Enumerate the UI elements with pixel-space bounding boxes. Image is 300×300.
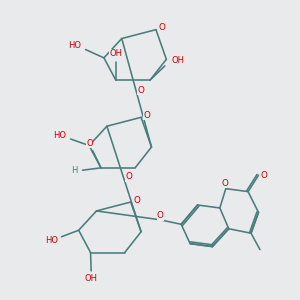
Text: O: O (158, 23, 165, 32)
Text: O: O (260, 171, 267, 180)
Text: OH: OH (109, 50, 122, 58)
Text: O: O (222, 179, 229, 188)
Text: O: O (133, 196, 140, 205)
Text: H: H (71, 166, 77, 175)
Text: OH: OH (85, 274, 98, 283)
Text: O: O (138, 86, 145, 95)
Text: HO: HO (45, 236, 58, 245)
Text: O: O (86, 139, 93, 148)
Text: OH: OH (171, 56, 184, 65)
Text: HO: HO (68, 41, 81, 50)
Text: HO: HO (53, 131, 66, 140)
Text: O: O (144, 111, 151, 120)
Text: O: O (125, 172, 132, 181)
Text: O: O (157, 211, 164, 220)
